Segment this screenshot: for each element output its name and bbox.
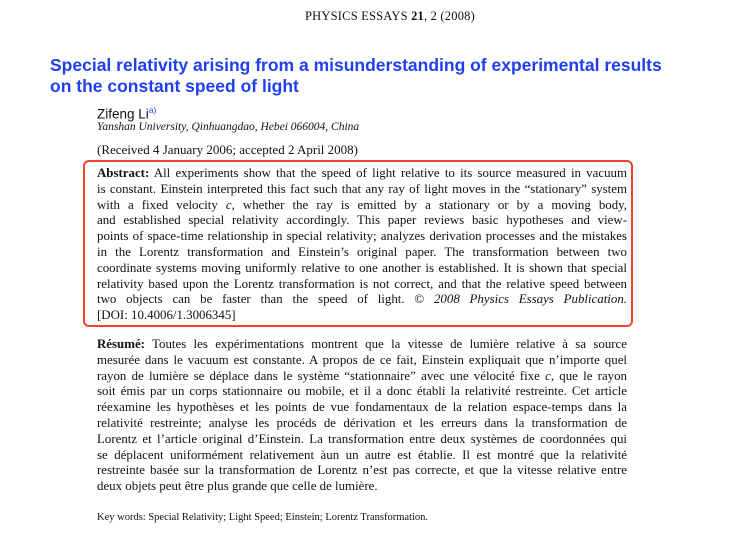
text: , whether the ray is emitted by a statio… xyxy=(231,197,627,212)
text: , que le rayon xyxy=(550,368,628,383)
text: All experiments show that the speed of l… xyxy=(149,166,627,180)
abstract-line: in the Lorentz transformation and Einste… xyxy=(97,244,627,259)
abstract-label: Abstract: xyxy=(97,166,150,180)
abstract-line: Abstract: All experiments show that the … xyxy=(97,166,627,182)
abstract-highlight-box xyxy=(83,160,633,327)
journal-name: PHYSICS ESSAYS xyxy=(305,9,412,23)
author-name: Zifeng Li xyxy=(97,106,149,122)
resume-line: deux objets peut être plus grande que ce… xyxy=(97,479,378,494)
resume-line: Lorentz et l’article original d’Einstein… xyxy=(97,431,627,446)
keywords: Key words: Special Relativity; Light Spe… xyxy=(97,512,428,523)
resume-line: Résumé: Toutes les expérimentations mont… xyxy=(97,337,627,353)
abstract-line: relativity based upon the Lorentz transf… xyxy=(97,276,627,291)
resume-line: réexamine les hypothèses et les points d… xyxy=(97,400,627,415)
text: c xyxy=(545,368,551,383)
affiliation: Yanshan University, Qinhuangdao, Hebei 0… xyxy=(97,121,360,133)
title-line: on the constant speed of light xyxy=(50,76,299,96)
text: with a fixed velocity xyxy=(97,197,226,212)
resume-line: rayon de lumière se déplace dans le syst… xyxy=(97,369,627,385)
doi: [DOI: 10.4006/1.3006345] xyxy=(97,308,236,323)
abstract-line: two objects can be faster than the speed… xyxy=(97,292,627,308)
abstract-line: coordinate systems moving uniformly rela… xyxy=(97,260,627,275)
copyright-publisher: 2008 Physics Essays Publication. xyxy=(433,292,627,307)
resume-line: mesurée dans le vacuum est constante. A … xyxy=(97,352,627,367)
author-footnote-link[interactable]: a) xyxy=(148,105,157,115)
abstract-line: points of space-time relationship in spe… xyxy=(97,229,627,244)
journal-volume: 21 xyxy=(411,9,424,23)
text: rayon de lumière se déplace dans le syst… xyxy=(97,368,546,383)
resume-line: restreinte basée sur la transformation d… xyxy=(97,463,627,478)
paper-title: Special relativity arising from a misund… xyxy=(50,55,740,97)
received-dates: (Received 4 January 2006; accepted 2 Apr… xyxy=(97,142,358,157)
resume-label: Résumé: xyxy=(97,337,145,351)
text: c xyxy=(225,197,232,212)
journal-issue: , 2 (2008) xyxy=(424,9,475,23)
author: Zifeng Lia) xyxy=(97,105,156,122)
resume-line: soit émis par un corps stationnaire ou m… xyxy=(97,384,627,399)
title-line: Special relativity arising from a misund… xyxy=(50,55,662,75)
text: Toutes les expérimentations montrent que… xyxy=(144,337,627,351)
journal-header: PHYSICS ESSAYS 21, 2 (2008) xyxy=(0,9,750,24)
text: two objects can be faster than the speed… xyxy=(97,292,434,307)
abstract-line: and established special relativity accor… xyxy=(97,213,627,228)
abstract: Abstract: All experiments show that the … xyxy=(97,166,627,324)
resume-line: relativité restreinte; analyse les procé… xyxy=(97,415,627,430)
abstract-line: is constant. Einstein interpreted this f… xyxy=(97,181,627,196)
abstract-line: with a fixed velocity c, whether the ray… xyxy=(97,198,627,214)
resume: Résumé: Toutes les expérimentations mont… xyxy=(97,337,627,495)
resume-line: se déplacent uniformément relativement à… xyxy=(97,447,627,462)
